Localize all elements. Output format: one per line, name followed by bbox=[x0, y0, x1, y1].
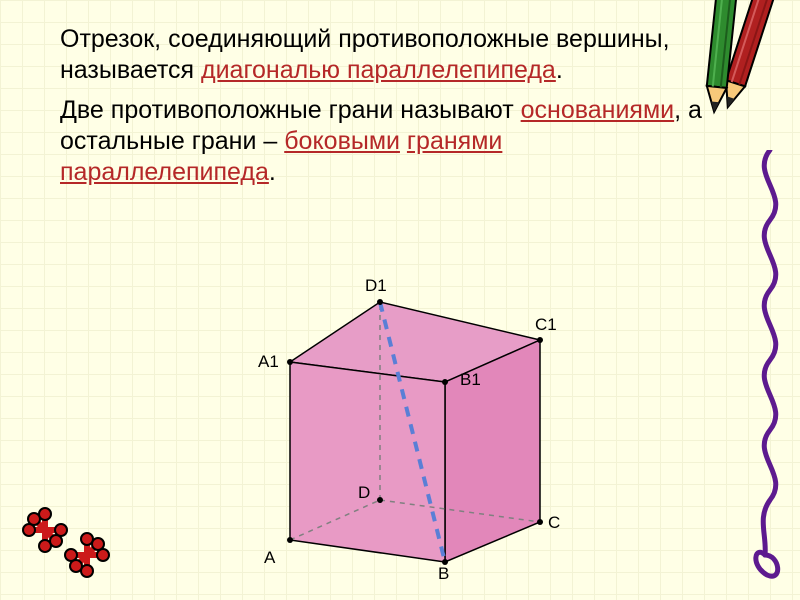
p1-text-b: диагональю параллелепипеда bbox=[201, 56, 556, 84]
p2-text-a: Две противоположные грани называют bbox=[60, 96, 521, 124]
p2-text-e bbox=[400, 127, 407, 155]
label-A: A bbox=[264, 548, 275, 568]
p2-text-h: параллелепипеда bbox=[60, 158, 269, 186]
slide-text: Отрезок, соединяющий противоположные вер… bbox=[60, 20, 720, 196]
jacks-icon bbox=[15, 490, 125, 590]
parallelepiped-diagram: D1 С1 A1 B1 D С A B bbox=[270, 290, 570, 580]
label-B1: B1 bbox=[460, 370, 481, 390]
pencils-icon bbox=[678, 0, 800, 150]
label-A1: A1 bbox=[258, 352, 279, 372]
p2-text-i: . bbox=[269, 158, 276, 186]
p1-text-c: . bbox=[556, 56, 563, 84]
label-C: С bbox=[548, 513, 560, 533]
p2-text-f: гранями bbox=[407, 127, 502, 155]
label-B: B bbox=[438, 564, 449, 584]
p2-text-b: основаниями bbox=[521, 96, 674, 124]
label-D1: D1 bbox=[365, 276, 387, 296]
squiggle-icon bbox=[745, 150, 795, 580]
label-C1: С1 bbox=[535, 315, 557, 335]
p2-text-d: боковыми bbox=[284, 127, 400, 155]
paragraph-1: Отрезок, соединяющий противоположные вер… bbox=[60, 24, 720, 87]
paragraph-2: Две противоположные грани называют основ… bbox=[60, 95, 720, 189]
cube-svg bbox=[270, 290, 570, 580]
label-D: D bbox=[358, 483, 370, 503]
